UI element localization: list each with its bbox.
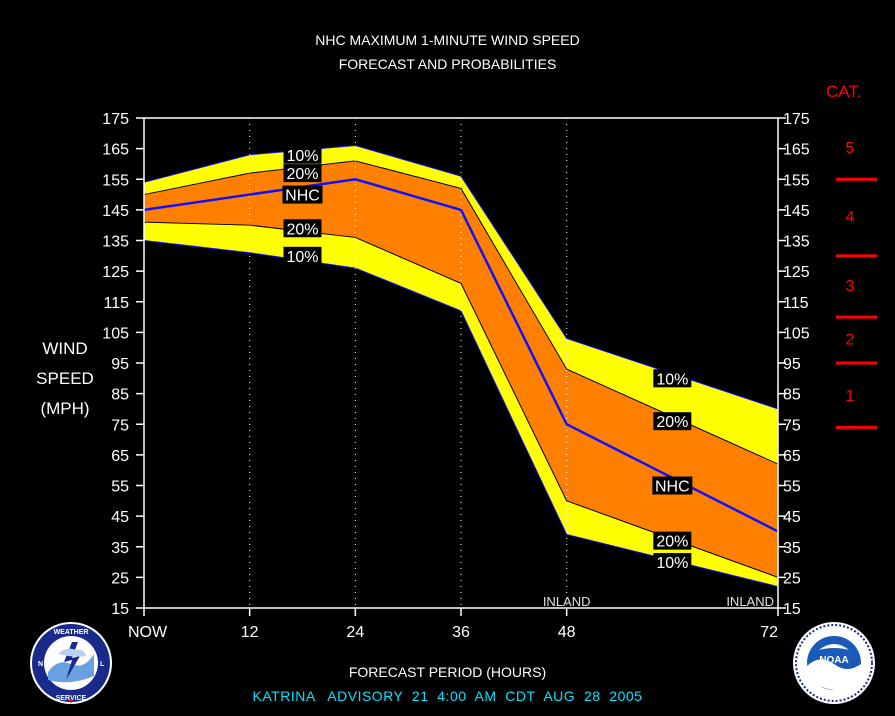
band-label: 10%: [656, 371, 688, 388]
y-tick-label-right: 85: [783, 387, 801, 404]
svg-text:NOAA: NOAA: [819, 655, 848, 666]
y-tick-label-left: 115: [103, 295, 129, 312]
y-tick-label-right: 135: [783, 234, 810, 251]
y-tick-label-right: 25: [783, 570, 801, 587]
x-tick-label: 72: [760, 624, 778, 641]
category-label-5: 5: [846, 140, 855, 157]
wind-speed-chart: 15 1525 2535 3545 4555 5565 6575 7585 8595 95105 1…: [0, 0, 895, 716]
y-tick-label-right: 125: [783, 264, 810, 281]
y-tick-label-left: 145: [102, 203, 129, 220]
y-tick-label-left: 95: [111, 356, 129, 373]
y-tick-label-left: 65: [111, 448, 129, 465]
y-tick-label-right: 55: [783, 479, 801, 496]
y-tick-label-left: 105: [102, 325, 129, 342]
category-label-3: 3: [846, 278, 855, 295]
y-tick-label-left: 55: [111, 479, 129, 496]
svg-text:WEATHER: WEATHER: [54, 629, 89, 636]
y-tick-label-left: 135: [102, 234, 129, 251]
band-label: 20%: [656, 414, 688, 431]
y-tick-label-right: 175: [783, 111, 810, 128]
category-label-1: 1: [846, 388, 855, 405]
y-tick-label-right: 35: [783, 540, 801, 557]
y-tick-label-right: 15: [783, 601, 801, 618]
y-tick-label-right: 115: [783, 295, 809, 312]
band-label: NHC: [655, 479, 690, 496]
y-tick-label-right: 165: [783, 142, 810, 159]
advisory-footer: KATRINA ADVISORY 21 4:00 AM CDT AUG 28 2…: [0, 688, 895, 704]
x-axis-title: FORECAST PERIOD (HOURS): [0, 664, 895, 680]
y-tick-label-left: 165: [102, 142, 129, 159]
x-tick-label: 24: [346, 624, 364, 641]
y-tick-label-right: 75: [783, 417, 801, 434]
band-label: 20%: [656, 534, 688, 551]
inland-label: INLAND: [543, 594, 591, 609]
y-tick-label-right: 45: [783, 509, 801, 526]
y-tick-label-right: 145: [783, 203, 810, 220]
band-label: NHC: [285, 188, 320, 205]
y-tick-label-left: 155: [102, 172, 129, 189]
x-tick-label: 36: [452, 624, 470, 641]
y-tick-label-right: 105: [783, 325, 810, 342]
y-tick-label-left: 175: [102, 111, 129, 128]
y-tick-label-left: 35: [111, 540, 129, 557]
inland-label: INLAND: [726, 594, 774, 609]
y-tick-label-right: 95: [783, 356, 801, 373]
band-label: 10%: [656, 555, 688, 572]
x-tick-label: NOW: [128, 624, 168, 641]
x-tick-label: 12: [241, 624, 259, 641]
band-label: 20%: [286, 166, 318, 183]
noaa-logo: NOAA: [789, 620, 879, 706]
y-tick-label-left: 25: [111, 570, 129, 587]
y-tick-label-left: 125: [102, 264, 129, 281]
band-label: 20%: [286, 221, 318, 238]
category-label-2: 2: [846, 332, 855, 349]
y-tick-label-left: 85: [111, 387, 129, 404]
y-tick-label-right: 65: [783, 448, 801, 465]
y-tick-label-left: 75: [111, 417, 129, 434]
nws-logo: WEATHER SERVICE N L: [28, 620, 114, 706]
band-label: 10%: [286, 148, 318, 165]
svg-text:N: N: [38, 661, 43, 668]
category-label-4: 4: [846, 209, 855, 226]
y-tick-label-left: 15: [111, 601, 129, 618]
svg-text:L: L: [100, 661, 105, 668]
band-label: 10%: [286, 249, 318, 266]
y-tick-label-left: 45: [111, 509, 129, 526]
y-tick-label-right: 155: [783, 172, 810, 189]
x-tick-label: 48: [558, 624, 576, 641]
